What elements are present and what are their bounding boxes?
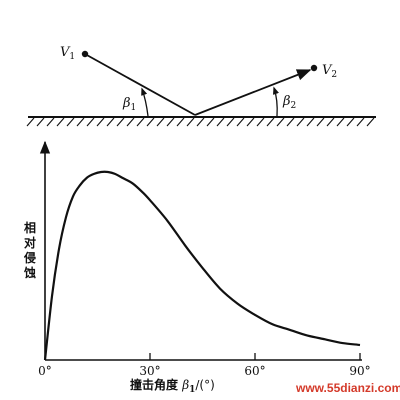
x-ticks: 0° 30° 60° 90°	[38, 353, 371, 378]
hatch-mark	[346, 117, 355, 127]
hatch-mark	[316, 117, 325, 127]
hatch-mark	[126, 117, 135, 127]
hatch-mark	[86, 117, 95, 127]
beta1-angle-arc	[141, 87, 149, 117]
impact-schematic: V1 V2 β1 β2	[26, 45, 376, 127]
hatch-mark	[166, 117, 175, 127]
watermark: www.55dianzi.com	[295, 381, 400, 395]
hatch-mark	[196, 117, 205, 127]
hatch-mark	[216, 117, 225, 127]
y-axis-label-char: 蚀	[23, 265, 36, 280]
hatch-mark	[46, 117, 55, 127]
incoming-trajectory	[84, 53, 196, 116]
hatch-mark	[146, 117, 155, 127]
hatch-mark	[296, 117, 305, 127]
v1-label: V1	[60, 45, 75, 62]
hatch-mark	[116, 117, 125, 127]
hatch-mark	[336, 117, 345, 127]
hatch-mark	[106, 117, 115, 127]
y-axis-label-char: 侵	[23, 250, 36, 265]
surface-hatching	[26, 117, 375, 127]
hatch-mark	[286, 117, 295, 127]
hatch-mark	[176, 117, 185, 127]
hatch-mark	[186, 117, 195, 127]
hatch-mark	[226, 117, 235, 127]
hatch-mark	[156, 117, 165, 127]
hatch-mark	[56, 117, 65, 127]
hatch-mark	[246, 117, 255, 127]
hatch-mark	[76, 117, 85, 127]
hatch-mark	[306, 117, 315, 127]
hatch-mark	[356, 117, 365, 127]
beta2-angle-arc	[273, 86, 279, 117]
x-tick-label: 0°	[38, 364, 52, 378]
y-axis-label-char: 相	[24, 220, 36, 235]
x-tick-label: 60°	[244, 364, 265, 378]
hatch-mark	[366, 117, 375, 127]
hatch-mark	[326, 117, 335, 127]
y-axis-label-char: 对	[24, 235, 36, 250]
x-axis-label: 撞击角度 β1/(°)	[130, 377, 215, 395]
beta1-label: β1	[122, 96, 136, 113]
hatch-mark	[276, 117, 285, 127]
hatch-mark	[66, 117, 75, 127]
hatch-mark	[26, 117, 35, 127]
x-tick-label: 90°	[349, 364, 370, 378]
hatch-mark	[236, 117, 245, 127]
erosion-curve	[43, 170, 361, 361]
hatch-mark	[36, 117, 45, 127]
hatch-mark	[136, 117, 145, 127]
rebound-particle	[310, 64, 318, 72]
hatch-mark	[96, 117, 105, 127]
hatch-mark	[256, 117, 265, 127]
v2-label: V2	[322, 63, 337, 80]
x-tick-label: 30°	[139, 364, 160, 378]
hatch-mark	[206, 117, 215, 127]
rebound-trajectory	[194, 69, 312, 116]
beta2-label: β2	[282, 94, 296, 111]
hatch-mark	[266, 117, 275, 127]
